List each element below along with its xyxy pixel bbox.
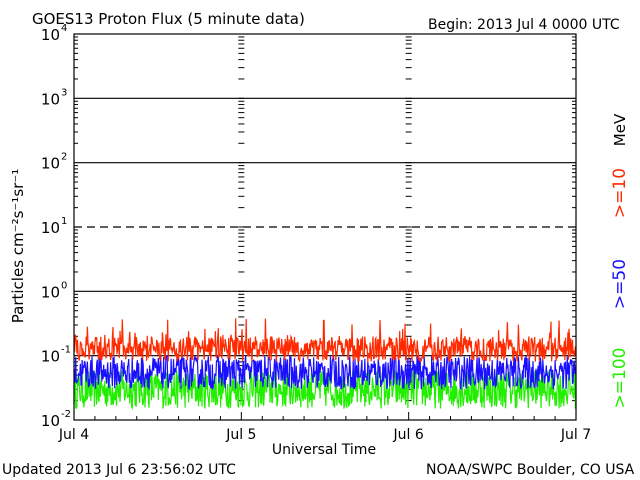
y-tick-label: 10 (41, 283, 60, 301)
y-tick-label: 10 (41, 155, 60, 173)
y-tick-exponent: 4 (61, 23, 67, 34)
y-tick-exponent: 2 (61, 152, 67, 163)
begin-label: Begin: 2013 Jul 4 0000 UTC (428, 17, 620, 33)
chart-title: GOES13 Proton Flux (5 minute data) (32, 10, 305, 28)
x-tick-label: Jul 5 (225, 427, 256, 443)
y-tick-label: 10 (41, 26, 60, 44)
y-tick-label: 10 (41, 348, 60, 366)
legend-ge10: >=10 (610, 168, 630, 218)
y-axis-label: Particles cm⁻²s⁻¹sr⁻¹ (9, 169, 27, 323)
x-tick-label: Jul 6 (393, 427, 424, 443)
series-line-1 (73, 354, 577, 391)
y-tick-exponent: 3 (61, 87, 67, 98)
x-tick-label: Jul 7 (560, 427, 591, 443)
y-tick-exponent: 1 (61, 216, 67, 227)
plot-grid (73, 36, 577, 421)
y-tick-exponent: -2 (61, 409, 71, 420)
y-tick-exponent: -1 (61, 345, 71, 356)
legend-ge100: >=100 (610, 348, 630, 409)
x-tick-label: Jul 4 (58, 427, 89, 443)
credit-label: NOAA/SWPC Boulder, CO USA (426, 462, 635, 478)
x-axis-label: Universal Time (272, 442, 376, 458)
updated-timestamp: Updated 2013 Jul 6 23:56:02 UTC (2, 462, 236, 478)
unit-label: MeV (611, 113, 629, 146)
y-tick-label: 10 (41, 219, 60, 237)
y-tick-label: 10 (41, 412, 60, 430)
series-line-0 (73, 318, 577, 363)
series-layer (73, 318, 577, 411)
x-tick-labels: Jul 4 Jul 5 Jul 6 Jul 7 (58, 427, 591, 443)
legend-ge50: >=50 (610, 259, 630, 309)
y-tick-label: 10 (41, 90, 60, 108)
plot-frame (73, 33, 577, 421)
y-tick-exponent: 0 (61, 280, 67, 291)
